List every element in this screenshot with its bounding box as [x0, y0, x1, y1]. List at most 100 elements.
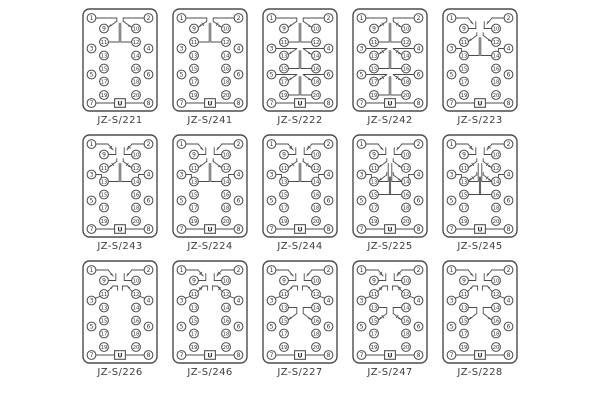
contact-wiring [95, 143, 145, 230]
svg-text:16: 16 [133, 66, 140, 72]
coil-label: U [477, 351, 482, 359]
terminal-19 [279, 90, 289, 100]
terminal-2 [323, 13, 334, 23]
svg-text:11: 11 [101, 40, 108, 46]
svg-text:10: 10 [493, 26, 500, 32]
terminal-5 [356, 195, 367, 206]
svg-text:3: 3 [450, 172, 454, 179]
svg-text:19: 19 [371, 93, 378, 99]
terminal-5 [446, 195, 457, 206]
svg-text:7: 7 [90, 352, 94, 359]
terminal-6 [323, 321, 334, 332]
terminal-1 [356, 265, 367, 275]
terminal-8 [143, 98, 154, 108]
svg-text:5: 5 [180, 324, 184, 331]
terminal-11 [369, 163, 379, 173]
svg-text:20: 20 [313, 93, 320, 99]
svg-text:3: 3 [450, 46, 454, 53]
terminal-9 [369, 23, 379, 34]
svg-text:10: 10 [223, 152, 230, 158]
terminal-12 [311, 289, 321, 299]
terminal-13 [279, 302, 289, 313]
diagram-label: JZ-S/245 [457, 241, 503, 252]
svg-text:1: 1 [450, 15, 454, 22]
svg-text:9: 9 [192, 26, 196, 33]
terminal-9 [189, 149, 199, 160]
svg-text:1: 1 [180, 267, 184, 274]
terminal-17 [369, 202, 379, 213]
svg-text:4: 4 [507, 172, 511, 179]
relay-diagram-jz-s-242: U 1 3 5 7 2 4 6 8 9 11 13 15 17 19 10 12 14 16 18 20 JZ-S/242 [345, 8, 435, 126]
svg-text:12: 12 [313, 292, 320, 298]
svg-text:7: 7 [90, 226, 94, 233]
terminal-18 [401, 328, 411, 339]
svg-text:7: 7 [180, 352, 184, 359]
terminal-11 [459, 163, 469, 173]
terminal-17 [459, 76, 469, 87]
terminal-17 [99, 76, 109, 87]
svg-text:14: 14 [313, 53, 320, 59]
coil-box [294, 224, 306, 234]
svg-text:15: 15 [191, 192, 198, 198]
svg-text:6: 6 [507, 324, 511, 331]
svg-text:15: 15 [281, 66, 288, 72]
svg-text:6: 6 [507, 72, 511, 79]
terminal-13 [369, 302, 379, 313]
terminal-20 [491, 342, 501, 352]
terminal-20 [221, 342, 231, 352]
svg-text:17: 17 [191, 205, 198, 211]
svg-text:10: 10 [223, 26, 230, 32]
svg-text:12: 12 [223, 40, 230, 46]
svg-text:17: 17 [371, 205, 378, 211]
contact-wiring [454, 269, 506, 356]
terminal-9 [459, 275, 469, 286]
terminal-15 [459, 315, 469, 326]
terminal-12 [401, 289, 411, 299]
svg-text:8: 8 [417, 100, 421, 107]
svg-text:3: 3 [180, 46, 184, 53]
svg-text:12: 12 [403, 40, 410, 46]
diagram-border [82, 134, 158, 238]
diagram-label: JZ-S/242 [367, 115, 413, 126]
svg-text:2: 2 [147, 141, 151, 148]
svg-text:12: 12 [493, 166, 500, 172]
terminal-16 [401, 63, 411, 74]
svg-text:17: 17 [191, 331, 198, 337]
svg-text:14: 14 [313, 179, 320, 185]
svg-text:1: 1 [180, 141, 184, 148]
diagram-border [172, 134, 248, 238]
svg-text:16: 16 [223, 318, 230, 324]
relay-diagram-jz-s-247: U 1 3 5 7 2 4 6 8 9 11 13 15 17 19 10 12 14 16 18 20 JZ-S/247 [345, 260, 435, 378]
terminal-9 [99, 23, 109, 34]
svg-text:15: 15 [371, 66, 378, 72]
terminal-2 [503, 13, 514, 23]
diagram-border [352, 134, 428, 238]
svg-text:16: 16 [133, 192, 140, 198]
svg-text:10: 10 [493, 152, 500, 158]
terminal-13 [99, 302, 109, 313]
terminal-10 [131, 23, 141, 34]
terminal-4 [233, 295, 244, 306]
svg-text:5: 5 [90, 198, 94, 205]
svg-text:18: 18 [403, 331, 410, 337]
contact-wiring [185, 17, 235, 104]
svg-text:1: 1 [360, 15, 364, 22]
svg-text:11: 11 [101, 166, 108, 172]
svg-text:15: 15 [371, 192, 378, 198]
terminal-20 [221, 216, 231, 226]
svg-text:6: 6 [237, 72, 241, 79]
terminal-12 [491, 163, 501, 173]
terminal-6 [413, 321, 424, 332]
contact-wiring [455, 143, 505, 230]
terminal-13 [459, 176, 469, 187]
svg-text:20: 20 [313, 345, 320, 351]
svg-text:13: 13 [371, 53, 378, 59]
terminal-12 [401, 163, 411, 173]
terminal-18 [491, 202, 501, 213]
terminal-11 [189, 289, 199, 299]
terminal-6 [413, 69, 424, 80]
svg-text:16: 16 [493, 66, 500, 72]
terminal-11 [189, 37, 199, 47]
